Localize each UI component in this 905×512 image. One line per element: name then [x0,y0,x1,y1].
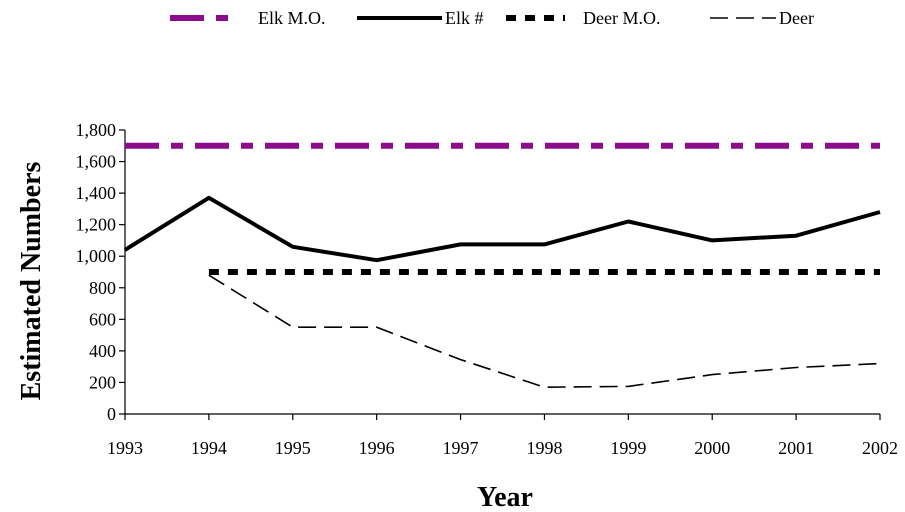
legend: Elk M.O. Elk # Deer M.O. Deer [170,8,814,28]
y-tick-label: 600 [89,309,116,329]
y-axis-title: Estimated Numbers [16,162,47,401]
legend-label: Elk M.O. [258,8,326,28]
series-line-elk [123,195,881,263]
y-tick-label: 0 [107,404,116,424]
x-tick-label: 1998 [526,438,562,458]
x-tick-label: 1994 [191,438,227,458]
x-tick-label: 1997 [443,438,479,458]
legend-label: Deer [779,8,814,28]
series-layer [123,142,881,389]
x-tick-label: 2000 [694,438,730,458]
x-tick-label: 1999 [610,438,646,458]
legend-label: Deer M.O. [583,8,660,28]
y-tick-label: 1,400 [76,183,117,203]
series-line-deer [208,274,881,389]
x-tick-label: 1995 [275,438,311,458]
x-tick-label: 2002 [862,438,898,458]
legend-label: Elk # [445,8,484,28]
y-tick-label: 400 [89,341,116,361]
y-tick-label: 1,600 [76,152,117,172]
y-tick-label: 1,800 [76,120,117,140]
y-tick-label: 1,000 [76,246,117,266]
axes: 0 200 400 600 800 1,000 1,200 1,400 1,600 1,800 19… [76,120,899,458]
x-tick-label: 2001 [778,438,814,458]
x-tick-label: 1993 [107,438,143,458]
y-tick-label: 1,200 [76,215,117,235]
y-tick-label: 200 [89,372,116,392]
x-tick-label: 1996 [359,438,395,458]
y-tick-label: 800 [89,278,116,298]
x-axis-title: Year [477,482,533,512]
